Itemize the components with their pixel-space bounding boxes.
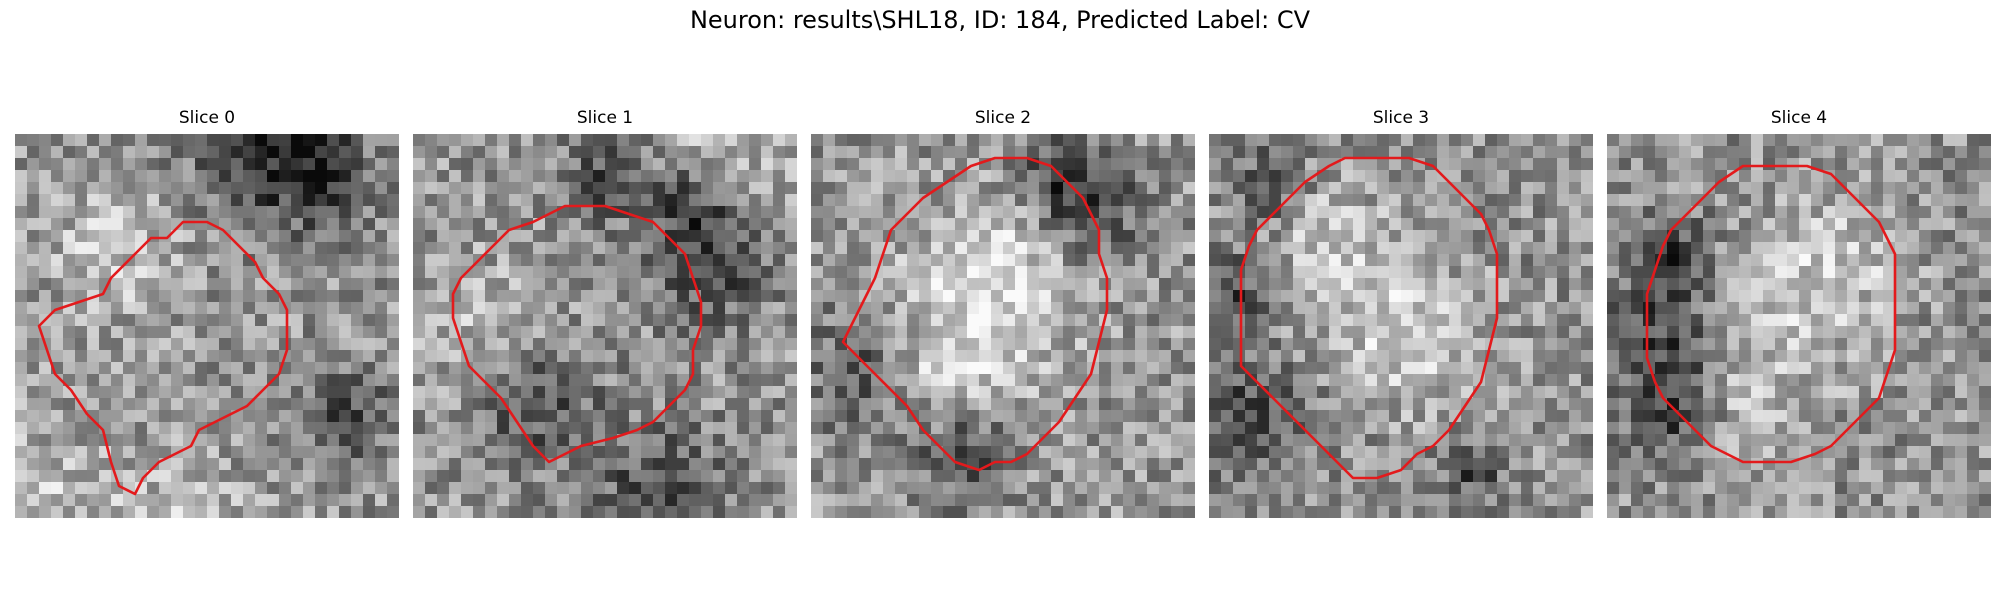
slice-title: Slice 3 — [1372, 108, 1430, 128]
pixel-grid — [413, 134, 797, 518]
slice-image — [811, 134, 1195, 518]
slice-image — [1607, 134, 1991, 518]
slice-title: Slice 4 — [1770, 108, 1828, 128]
segmentation-outline — [451, 204, 703, 464]
slice-image — [413, 134, 797, 518]
segmentation-outline — [37, 220, 289, 496]
pixel-grid — [1209, 134, 1593, 518]
slice-title: Slice 2 — [974, 108, 1032, 128]
segmentation-outline — [1645, 164, 1897, 464]
slice-title: Slice 0 — [178, 108, 236, 128]
slice-title: Slice 1 — [576, 108, 634, 128]
slice-image — [15, 134, 399, 518]
segmentation-outline — [1239, 156, 1499, 480]
pixel-grid — [811, 134, 1195, 518]
segmentation-outline — [841, 156, 1109, 472]
slice-image — [1209, 134, 1593, 518]
figure-title: Neuron: results\SHL18, ID: 184, Predicte… — [689, 6, 1311, 34]
pixel-grid — [15, 134, 399, 518]
